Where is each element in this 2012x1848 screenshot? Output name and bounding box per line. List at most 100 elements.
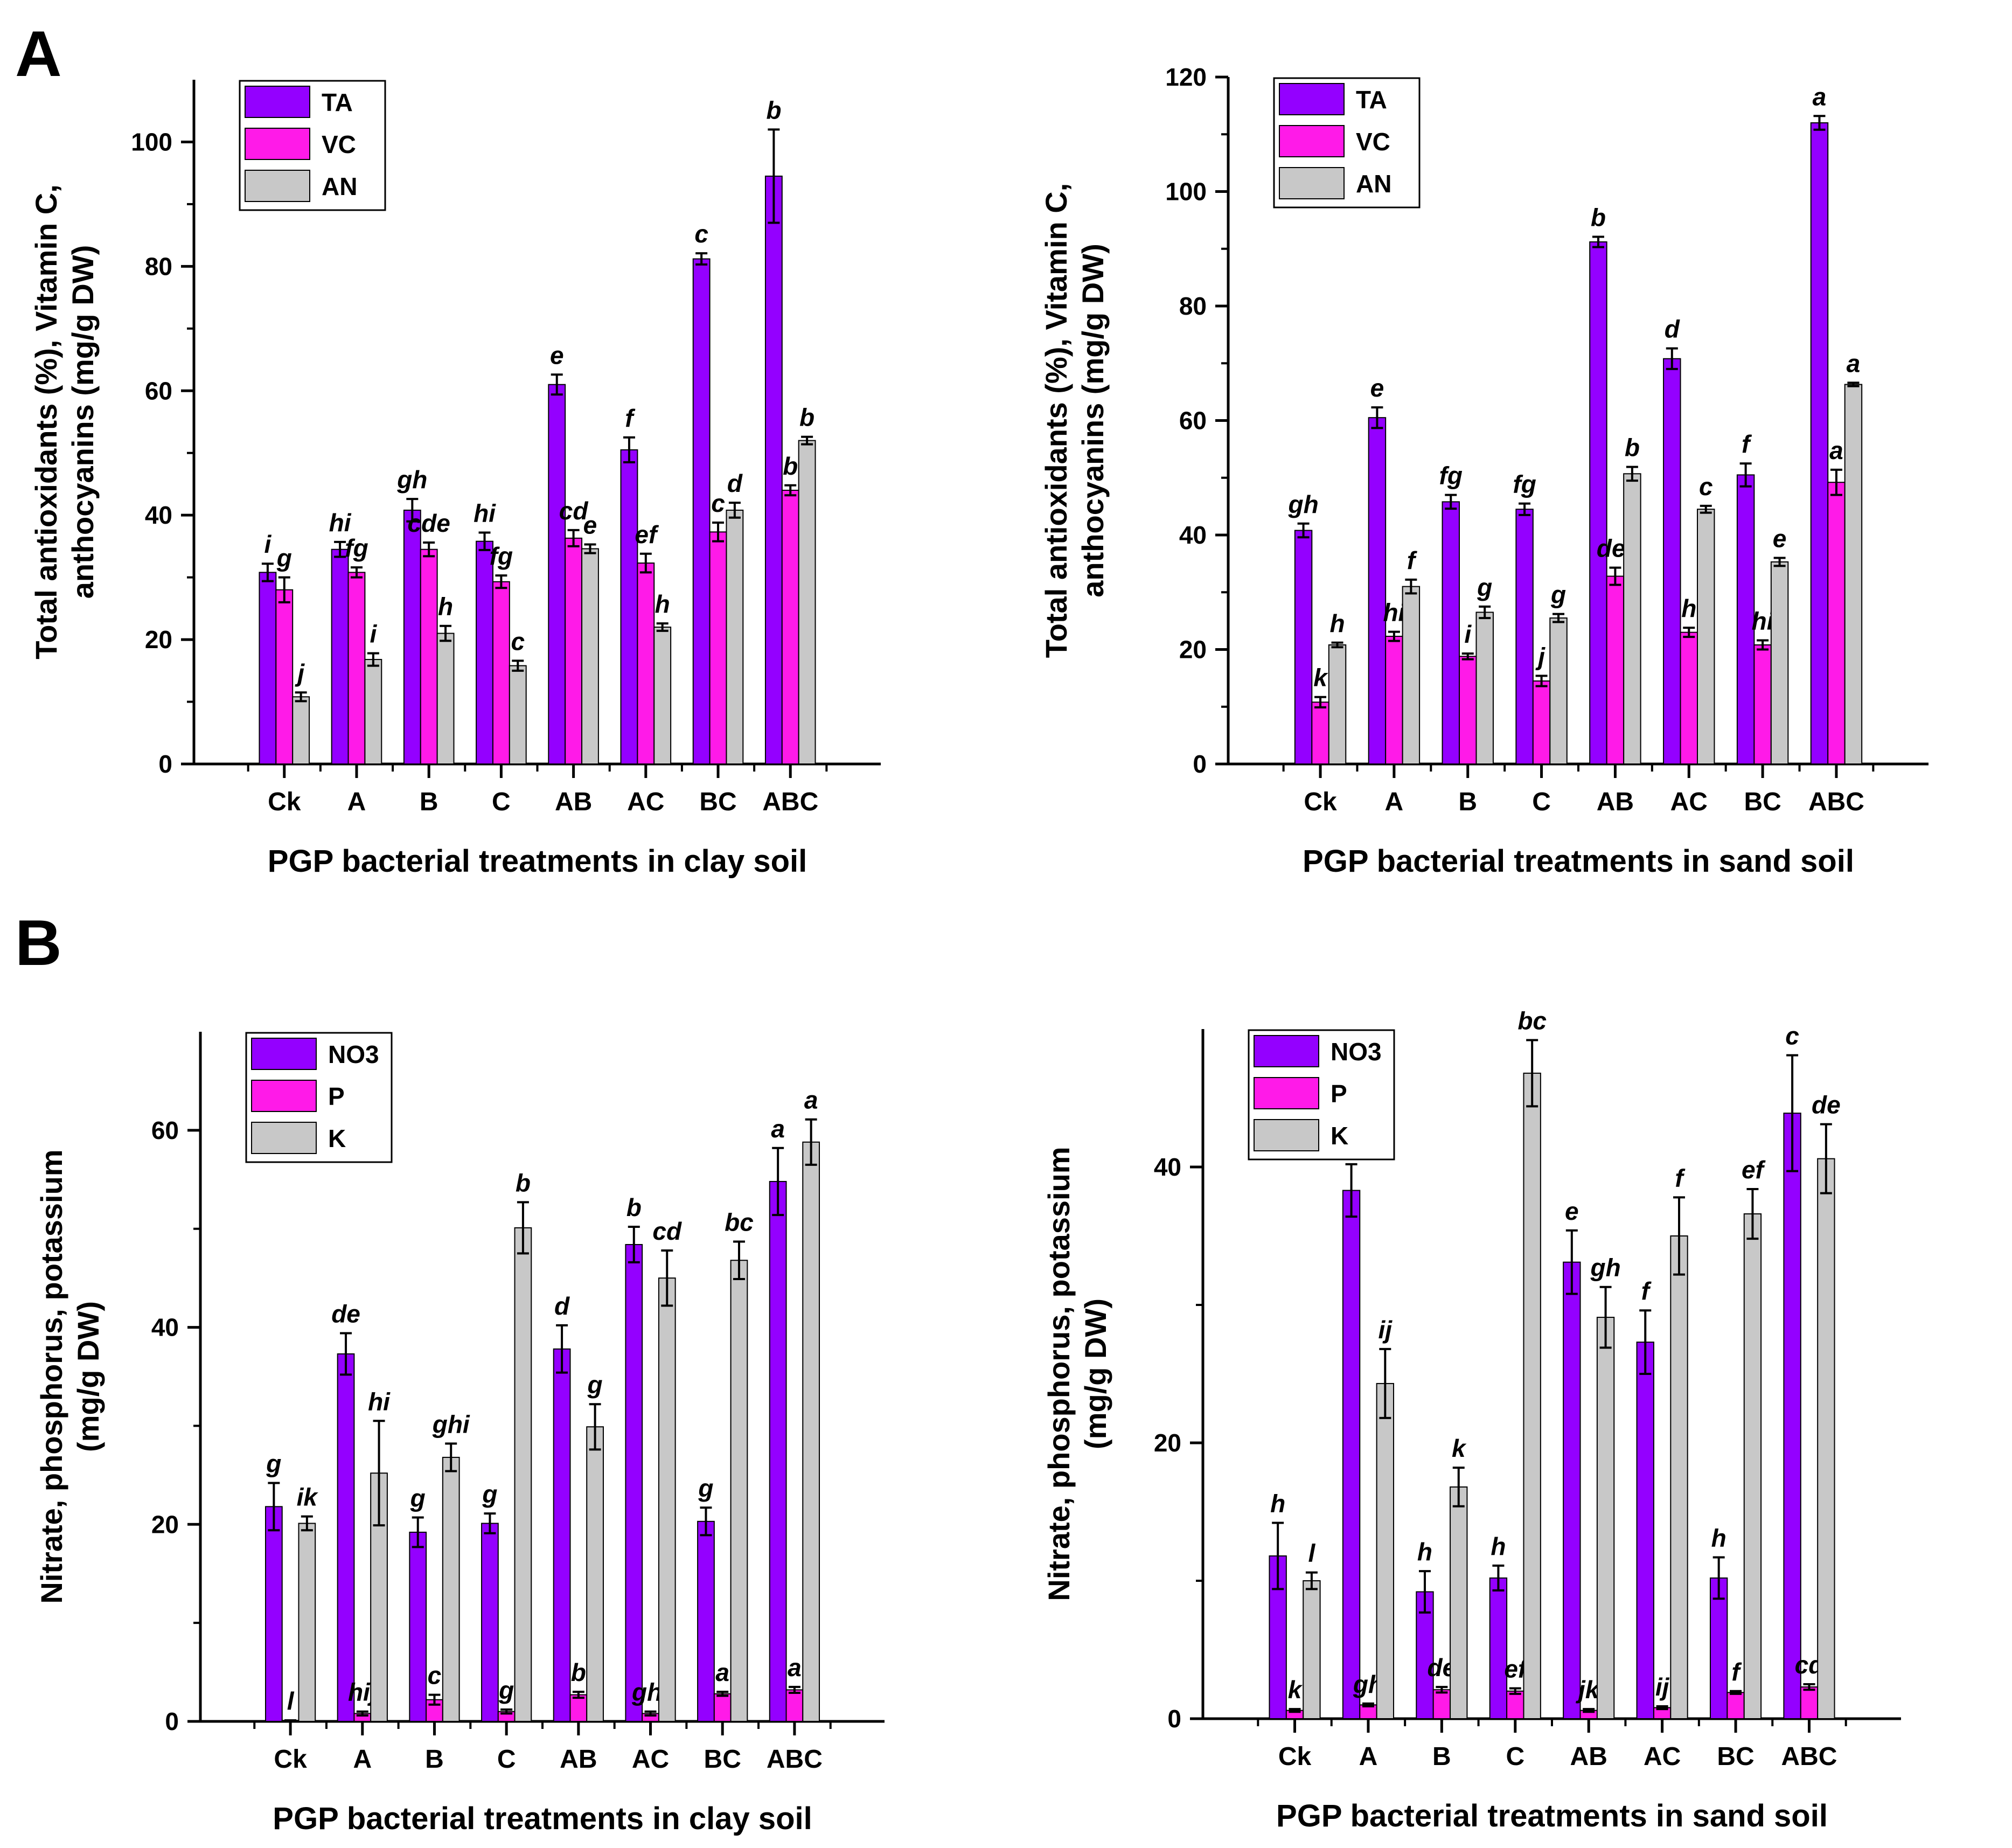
bar-no3 — [1342, 1190, 1361, 1719]
y-axis-label-line: Nitrate, phosphorus, potassium — [34, 1149, 68, 1603]
significance-letter: e — [1773, 525, 1787, 553]
y-tick-label: 40 — [151, 1314, 179, 1342]
bar-vc — [1606, 575, 1625, 765]
legend-label-no3: NO3 — [1331, 1038, 1382, 1066]
significance-letter: b — [626, 1193, 642, 1221]
chart-b-clay-soil: 0204060CkglikAdehijhiBgcghiCggbABdbgACbg… — [34, 1032, 885, 1836]
x-tick-label: Ck — [274, 1745, 307, 1774]
significance-letter: g — [1477, 573, 1492, 601]
y-tick-label: 0 — [1167, 1705, 1181, 1733]
significance-letter: jk — [1576, 1676, 1600, 1704]
bar-an — [509, 665, 527, 765]
y-tick-label: 20 — [145, 626, 172, 654]
y-tick-label: 0 — [158, 750, 172, 778]
y-tick-label: 40 — [145, 501, 172, 529]
bar-ta — [1442, 501, 1460, 765]
significance-letter: hi — [368, 1387, 391, 1415]
y-tick-label: 0 — [165, 1707, 179, 1735]
x-tick-label: C — [1532, 788, 1551, 816]
significance-letter: cd — [652, 1217, 682, 1245]
significance-letter: h — [1681, 594, 1696, 622]
significance-letter: ghi — [432, 1410, 470, 1438]
y-tick-label: 0 — [1193, 750, 1207, 778]
significance-letter: c — [511, 627, 525, 655]
x-tick-label: AB — [555, 788, 592, 816]
bar-no3 — [264, 1506, 283, 1722]
bar-vc — [565, 537, 583, 765]
bar-an — [581, 548, 599, 765]
significance-letter: g — [498, 1676, 514, 1704]
y-axis-label: Total antioxidants (%), Vitamin C, anthoc… — [1039, 183, 1110, 658]
y-tick-label: 40 — [1179, 521, 1207, 549]
significance-letter: ef — [635, 520, 659, 548]
bar-vc — [1827, 482, 1846, 765]
bar-vc — [420, 548, 438, 765]
legend-swatch-an — [1279, 167, 1345, 199]
bar-ta — [1368, 417, 1387, 765]
significance-letter: d — [1665, 315, 1680, 343]
bar-no3 — [337, 1353, 355, 1722]
x-axis-label: PGP bacterial treatments in clay soil — [268, 844, 807, 879]
bar-vc — [781, 490, 799, 765]
bar-no3 — [769, 1180, 787, 1722]
bar-vc — [1753, 644, 1772, 765]
legend-swatch-vc — [245, 128, 310, 160]
legend-label-ta: TA — [1356, 86, 1387, 114]
legend-swatch-k — [1254, 1119, 1319, 1151]
y-tick-label: 60 — [145, 377, 172, 405]
x-axis-label: PGP bacterial treatments in sand soil — [1276, 1798, 1828, 1833]
bar-an — [1770, 561, 1789, 765]
significance-letter: c — [711, 489, 725, 517]
significance-letter: f — [625, 404, 636, 432]
significance-letter: h — [1329, 609, 1345, 637]
bar-no3 — [1709, 1577, 1728, 1719]
significance-letter: k — [1452, 1434, 1467, 1462]
y-tick-label: 120 — [1165, 63, 1207, 91]
bar-ta — [1736, 474, 1755, 765]
significance-letter: b — [1625, 434, 1640, 462]
significance-letter: l — [287, 1687, 295, 1715]
bar-vc — [1680, 631, 1698, 765]
significance-letter: k — [1313, 664, 1328, 692]
significance-letter: a — [771, 1115, 785, 1143]
y-tick-label: 20 — [1154, 1429, 1181, 1457]
bar-k — [1817, 1158, 1835, 1719]
legend-label-an: AN — [1356, 170, 1391, 198]
bar-ta — [1663, 358, 1681, 765]
significance-letter: j — [295, 659, 305, 687]
significance-letter: i — [370, 620, 377, 648]
x-tick-label: ABC — [767, 1745, 823, 1774]
bar-k — [1303, 1580, 1321, 1719]
significance-letter: hi — [1752, 607, 1774, 635]
significance-letter: h — [1491, 1532, 1506, 1560]
y-axis-label: Nitrate, phosphorus, potassium (mg/g DW) — [1042, 1147, 1112, 1601]
y-tick-label: 20 — [151, 1510, 179, 1538]
significance-letter: cde — [408, 509, 450, 537]
significance-letter: e — [1370, 374, 1384, 402]
bar-ta — [548, 384, 566, 765]
y-axis-label-line: (mg/g DW) — [1078, 1298, 1112, 1449]
significance-letter: a — [788, 1654, 802, 1682]
significance-letter: ef — [1742, 1156, 1766, 1184]
significance-letter: g — [1550, 581, 1566, 609]
significance-letter: i — [264, 530, 272, 558]
x-tick-label: AB — [1597, 788, 1634, 816]
bar-no3 — [481, 1523, 499, 1722]
x-tick-label: ABC — [762, 788, 818, 816]
legend-swatch-p — [1254, 1077, 1319, 1109]
x-tick-label: AB — [1570, 1742, 1607, 1771]
x-tick-label: AC — [1644, 1742, 1681, 1771]
x-axis-label: PGP bacterial treatments in sand soil — [1303, 844, 1854, 879]
bar-ta — [1294, 530, 1313, 765]
significance-letter: c — [428, 1662, 442, 1690]
bar-an — [1475, 612, 1494, 765]
bar-ta — [764, 175, 783, 765]
significance-letter: k — [1288, 1676, 1303, 1704]
y-axis-label: Nitrate, phosphorus, potassium (mg/g DW) — [34, 1149, 105, 1603]
legend-label-k: K — [328, 1124, 346, 1152]
y-axis-label-line: Total antioxidants (%), Vitamin C, — [1039, 183, 1073, 658]
bar-no3 — [553, 1348, 571, 1722]
legend-label-no3: NO3 — [328, 1040, 379, 1068]
chart-a-sand-soil: 020406080100120CkghkhAehifBfgigCfgjgABbd… — [1039, 63, 1929, 879]
bar-k — [442, 1456, 460, 1722]
